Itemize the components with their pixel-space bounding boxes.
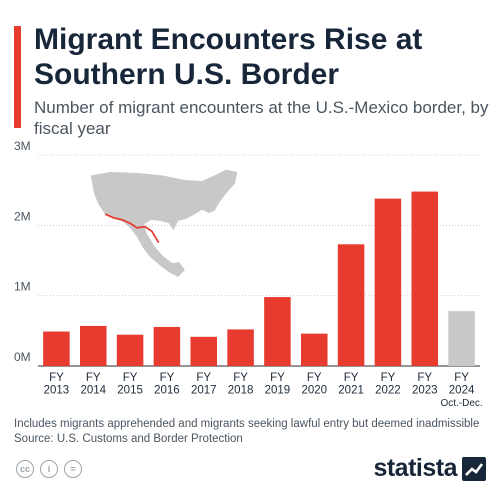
- x-tick-label: FY: [381, 372, 396, 384]
- grid-lines: [38, 154, 480, 367]
- bar-fy-2015[interactable]: [116, 334, 144, 366]
- y-tick-label: 0M: [14, 350, 31, 364]
- bar-fy-2016[interactable]: [153, 326, 181, 366]
- x-tick-label: FY: [270, 372, 285, 384]
- bar-fy-2019[interactable]: [264, 297, 291, 366]
- x-tick-label: Oct.-Dec.: [440, 398, 482, 409]
- bar-fy-2020[interactable]: [300, 333, 328, 366]
- chart-subtitle: Number of migrant encounters at the U.S.…: [34, 98, 489, 138]
- x-tick-label: FY: [123, 372, 138, 384]
- cc-icon[interactable]: cc: [16, 460, 34, 478]
- x-tick-label: FY: [307, 372, 322, 384]
- x-tick-label: FY: [454, 372, 469, 384]
- x-tick-label: FY: [86, 372, 101, 384]
- bar-fy-2013[interactable]: [43, 331, 70, 366]
- x-tick-label: 2024: [449, 385, 475, 397]
- bar-fy-2023[interactable]: [411, 191, 439, 366]
- x-tick-label: FY: [196, 372, 211, 384]
- footnote: Includes migrants apprehended and migran…: [14, 417, 494, 447]
- y-tick-label: 1M: [14, 280, 31, 294]
- x-tick-label: 2020: [301, 385, 327, 397]
- x-tick-label: FY: [344, 372, 359, 384]
- us-mexico-map-illustration: [90, 169, 238, 277]
- statista-wordmark: statista: [373, 454, 457, 482]
- footnote-note: Includes migrants apprehended and migran…: [14, 418, 480, 430]
- y-axis-tick-labels: 0M 1M 2M 3M: [14, 140, 31, 364]
- bars: [43, 191, 475, 366]
- y-tick-label: 2M: [14, 209, 31, 223]
- statista-logo-icon: [462, 456, 486, 481]
- title-accent-bar: [14, 26, 21, 128]
- x-tick-label: 2023: [412, 385, 438, 397]
- x-tick-label: FY: [417, 372, 432, 384]
- x-axis-tick-labels: FY2013FY2014FY2015FY2016FY2017FY2018FY20…: [44, 372, 483, 409]
- x-tick-label: 2018: [228, 385, 254, 397]
- x-tick-label: 2016: [154, 385, 180, 397]
- x-tick-label: 2014: [80, 385, 106, 397]
- bar-fy-2024[interactable]: [448, 311, 475, 366]
- x-tick-label: 2015: [117, 385, 143, 397]
- x-tick-label: 2017: [191, 385, 217, 397]
- x-tick-label: 2021: [338, 385, 364, 397]
- bar-fy-2018[interactable]: [227, 329, 254, 366]
- x-tick-label: FY: [49, 372, 64, 384]
- bar-fy-2021[interactable]: [337, 244, 365, 366]
- person-icon[interactable]: i: [40, 460, 58, 478]
- equals-icon[interactable]: =: [64, 460, 82, 478]
- bar-fy-2014[interactable]: [79, 325, 107, 366]
- north-america-map-shape: [90, 169, 238, 277]
- bar-fy-2017[interactable]: [190, 336, 218, 366]
- us-mexico-border-line: [104, 213, 160, 244]
- statista-logo[interactable]: statista: [373, 454, 486, 483]
- license-icons: cc i =: [16, 460, 82, 478]
- x-tick-label: 2013: [44, 385, 70, 397]
- footnote-source: Source: U.S. Customs and Border Protecti…: [14, 433, 243, 445]
- x-tick-label: 2022: [375, 385, 401, 397]
- x-tick-label: 2019: [265, 385, 291, 397]
- chart-title: Migrant Encounters Rise at Southern U.S.…: [34, 23, 423, 91]
- bar-fy-2022[interactable]: [374, 198, 402, 366]
- x-tick-label: FY: [233, 372, 248, 384]
- x-tick-label: FY: [160, 372, 175, 384]
- y-tick-label: 3M: [14, 140, 31, 153]
